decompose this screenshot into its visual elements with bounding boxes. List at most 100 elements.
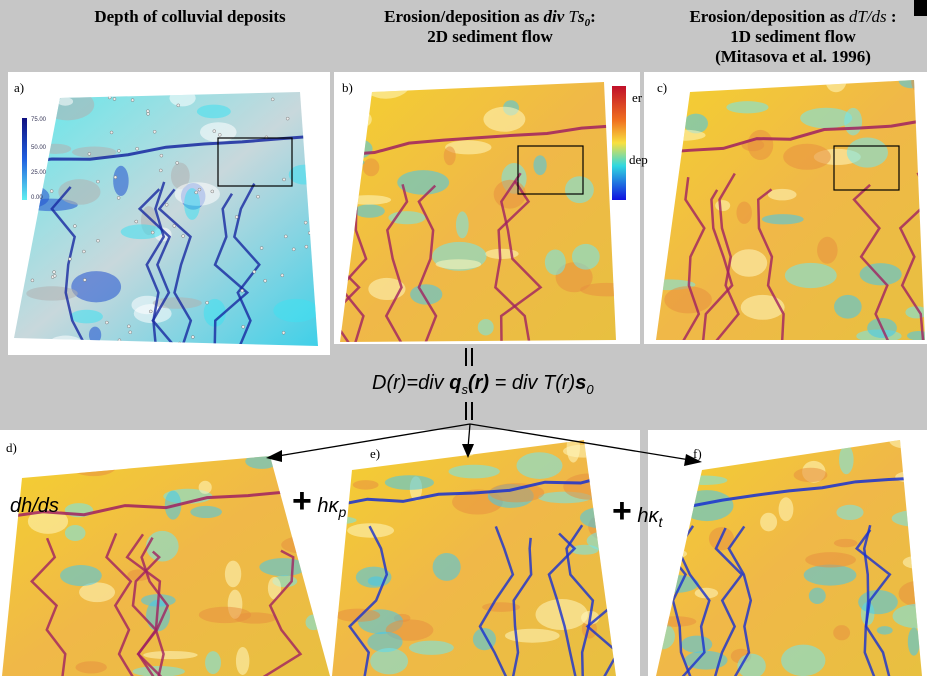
- terrain-blob: [858, 590, 898, 614]
- sample-point: [182, 235, 185, 238]
- terrain-blob: [449, 465, 500, 479]
- terrain-layer: [0, 67, 927, 676]
- terrain-blob: [545, 249, 566, 274]
- sample-point: [113, 97, 116, 100]
- sample-point: [110, 131, 113, 134]
- sample-point: [213, 130, 216, 133]
- corner-mark: [914, 0, 927, 16]
- sample-point: [114, 176, 117, 179]
- terrain-blob: [353, 480, 379, 489]
- terrain-blob: [409, 641, 454, 655]
- sample-point: [177, 104, 180, 107]
- terrain-blob: [483, 107, 525, 132]
- terrain-blob: [762, 214, 804, 224]
- sample-point: [82, 250, 85, 253]
- terrain-blob: [760, 513, 777, 532]
- terrain-blob: [731, 249, 768, 277]
- sample-point: [198, 188, 201, 191]
- terrain-blob: [146, 531, 179, 562]
- terrain-blob: [456, 211, 469, 238]
- sample-point: [242, 325, 245, 328]
- terrain-panel: [324, 67, 633, 345]
- sample-point: [235, 215, 238, 218]
- term-part: +: [292, 482, 312, 520]
- terrain-blob: [433, 553, 461, 581]
- legend-label: er: [632, 90, 643, 105]
- eq-part: s: [575, 372, 586, 394]
- sample-point: [305, 245, 308, 248]
- legend-label: 0.00: [31, 195, 43, 201]
- legend-label: 75.00: [31, 117, 47, 123]
- sample-point: [286, 117, 289, 120]
- terrain-blob: [800, 108, 852, 129]
- header-text: Erosion/deposition as: [689, 7, 844, 26]
- terrain-blob: [877, 626, 893, 634]
- panel-label: c): [657, 80, 667, 95]
- term-part: h: [317, 495, 328, 517]
- panel-label: e): [370, 446, 380, 461]
- sample-point: [88, 152, 91, 155]
- sample-point: [96, 180, 99, 183]
- terrain-blob: [834, 539, 858, 547]
- sample-point: [83, 278, 86, 281]
- panel-label: b): [342, 80, 353, 95]
- legend-label: dep: [629, 152, 648, 167]
- terrain-blob: [768, 189, 797, 201]
- panel-label: d): [6, 440, 17, 455]
- terrain-blob: [225, 561, 241, 588]
- eq-part: T(r): [543, 372, 575, 394]
- sample-point: [129, 331, 132, 334]
- eq-part: 0: [586, 382, 594, 397]
- header: 1D sediment flow: [730, 27, 856, 46]
- sample-point: [284, 235, 287, 238]
- sample-point: [136, 147, 139, 150]
- terrain-blob: [834, 295, 862, 319]
- terrain-blob: [444, 146, 456, 165]
- terrain-blob: [143, 651, 197, 659]
- sample-point: [117, 196, 120, 199]
- sample-point: [97, 239, 100, 242]
- terrain-blob: [809, 588, 826, 604]
- terrain-blob: [60, 565, 102, 586]
- legend-label: 25.00: [31, 170, 47, 176]
- terrain-blob: [65, 525, 86, 541]
- sample-point: [281, 274, 284, 277]
- terrain-blob: [817, 237, 838, 264]
- sample-point: [68, 258, 71, 261]
- header-math: div: [544, 7, 565, 26]
- sample-point: [117, 149, 120, 152]
- sample-point: [256, 195, 259, 198]
- header: Erosion/deposition as dT/ds :: [689, 7, 896, 26]
- terrain-blob: [844, 108, 862, 136]
- terrain-blob: [681, 636, 712, 653]
- sample-point: [195, 191, 198, 194]
- sample-point: [191, 336, 194, 339]
- terrain-blob: [805, 552, 856, 567]
- terrain-blob: [533, 155, 546, 175]
- sample-point: [53, 271, 56, 274]
- sample-point: [160, 154, 163, 157]
- sample-point: [153, 130, 156, 133]
- terrain-blob: [121, 224, 163, 239]
- terrain-blob: [485, 249, 519, 259]
- terrain-blob: [26, 286, 77, 300]
- header-text: Erosion/deposition as: [384, 7, 539, 26]
- sample-point: [218, 133, 221, 136]
- terrain-blob: [236, 647, 249, 675]
- sample-point: [173, 224, 176, 227]
- header-text: :: [891, 7, 897, 26]
- terrain-blob: [804, 565, 857, 586]
- legend-label: 50.00: [31, 145, 47, 151]
- sample-point: [105, 321, 108, 324]
- terrain-blob: [436, 259, 482, 269]
- terrain-blob: [370, 648, 408, 674]
- sample-point: [282, 331, 285, 334]
- sample-point: [73, 225, 76, 228]
- eq-part: (r): [468, 372, 489, 394]
- terrain-blob: [785, 263, 837, 288]
- eq-part: = div: [495, 372, 539, 394]
- sample-point: [292, 248, 295, 251]
- term-part: p: [338, 504, 347, 520]
- terrain-blob: [70, 310, 103, 324]
- header: 2D sediment flow: [427, 27, 553, 46]
